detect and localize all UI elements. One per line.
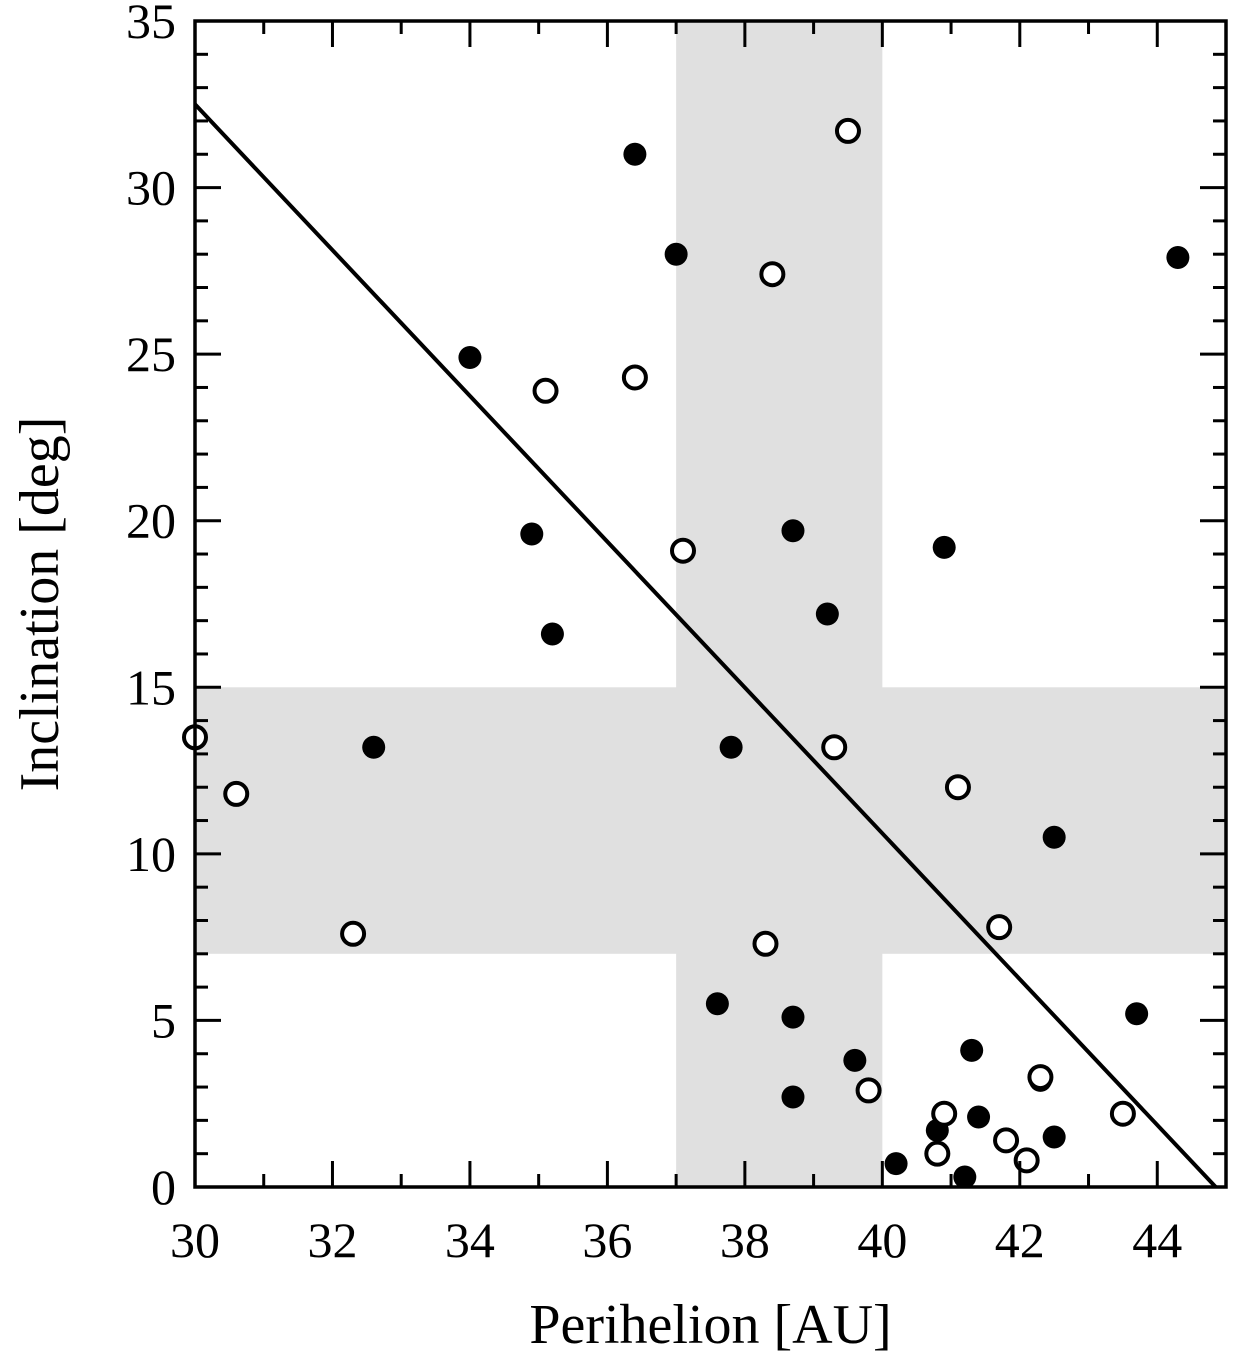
filled-point	[719, 735, 743, 759]
y-axis-label: Inclination [deg]	[9, 417, 71, 792]
filled-point	[967, 1105, 991, 1129]
open-point	[834, 117, 861, 144]
filled-point	[781, 519, 805, 543]
filled-point	[458, 345, 482, 369]
open-point	[944, 774, 971, 801]
y-tick-label: 5	[151, 992, 176, 1048]
open-point	[931, 1100, 958, 1127]
y-tick-label: 25	[126, 326, 176, 382]
filled-point	[781, 1005, 805, 1029]
filled-point	[520, 522, 544, 546]
filled-point	[960, 1038, 984, 1062]
open-point	[621, 364, 648, 391]
y-tick-label: 30	[126, 160, 176, 216]
open-point	[759, 261, 786, 288]
y-tick-label: 15	[126, 659, 176, 715]
x-tick-label: 36	[582, 1212, 632, 1268]
filled-point	[1042, 825, 1066, 849]
open-point	[821, 734, 848, 761]
y-tick-label: 20	[126, 493, 176, 549]
x-tick-label: 40	[857, 1212, 907, 1268]
filled-point	[705, 992, 729, 1016]
plot-border	[193, 19, 1228, 1189]
shaded-band-horizontal	[195, 687, 1226, 954]
open-point	[752, 930, 779, 957]
filled-point	[1166, 246, 1190, 270]
open-point	[1109, 1100, 1136, 1127]
fit-line	[193, 102, 1218, 1189]
axis-ticks	[193, 19, 1228, 1189]
open-point	[993, 1127, 1020, 1154]
shaded-bands	[195, 21, 1226, 1187]
open-point	[340, 920, 367, 947]
tick-labels: 30 32 34 36 38 40 42 44 0 5 10 15 20 25 30 35	[126, 0, 1182, 1268]
open-point	[532, 377, 559, 404]
shaded-band-vertical	[676, 21, 883, 1187]
open-point	[855, 1077, 882, 1104]
filled-point	[1125, 1002, 1149, 1026]
open-point	[924, 1140, 951, 1167]
open-point	[1027, 1064, 1054, 1091]
x-tick-label: 34	[445, 1212, 495, 1268]
open-point	[986, 914, 1013, 941]
fit-line-group	[193, 102, 1218, 1189]
x-tick-label: 44	[1132, 1212, 1182, 1268]
filled-point	[664, 242, 688, 266]
x-tick-label: 30	[170, 1212, 220, 1268]
x-tick-label: 38	[720, 1212, 770, 1268]
filled-point	[953, 1165, 977, 1189]
x-tick-label: 42	[995, 1212, 1045, 1268]
filled-point	[781, 1085, 805, 1109]
filled-point	[540, 622, 564, 646]
open-point	[223, 780, 250, 807]
y-tick-label: 35	[126, 0, 176, 49]
plot-frame	[193, 19, 1228, 1189]
data-points	[182, 117, 1190, 1189]
filled-point	[932, 535, 956, 559]
y-tick-label: 10	[126, 826, 176, 882]
open-point	[670, 537, 697, 564]
filled-point	[362, 735, 386, 759]
filled-point	[1042, 1125, 1066, 1149]
x-tick-label: 32	[307, 1212, 357, 1268]
filled-point	[884, 1152, 908, 1176]
y-tick-label: 0	[151, 1159, 176, 1215]
filled-point	[815, 602, 839, 626]
x-axis-label: Perihelion [AU]	[529, 1294, 891, 1356]
filled-point	[623, 142, 647, 166]
filled-point	[843, 1048, 867, 1072]
